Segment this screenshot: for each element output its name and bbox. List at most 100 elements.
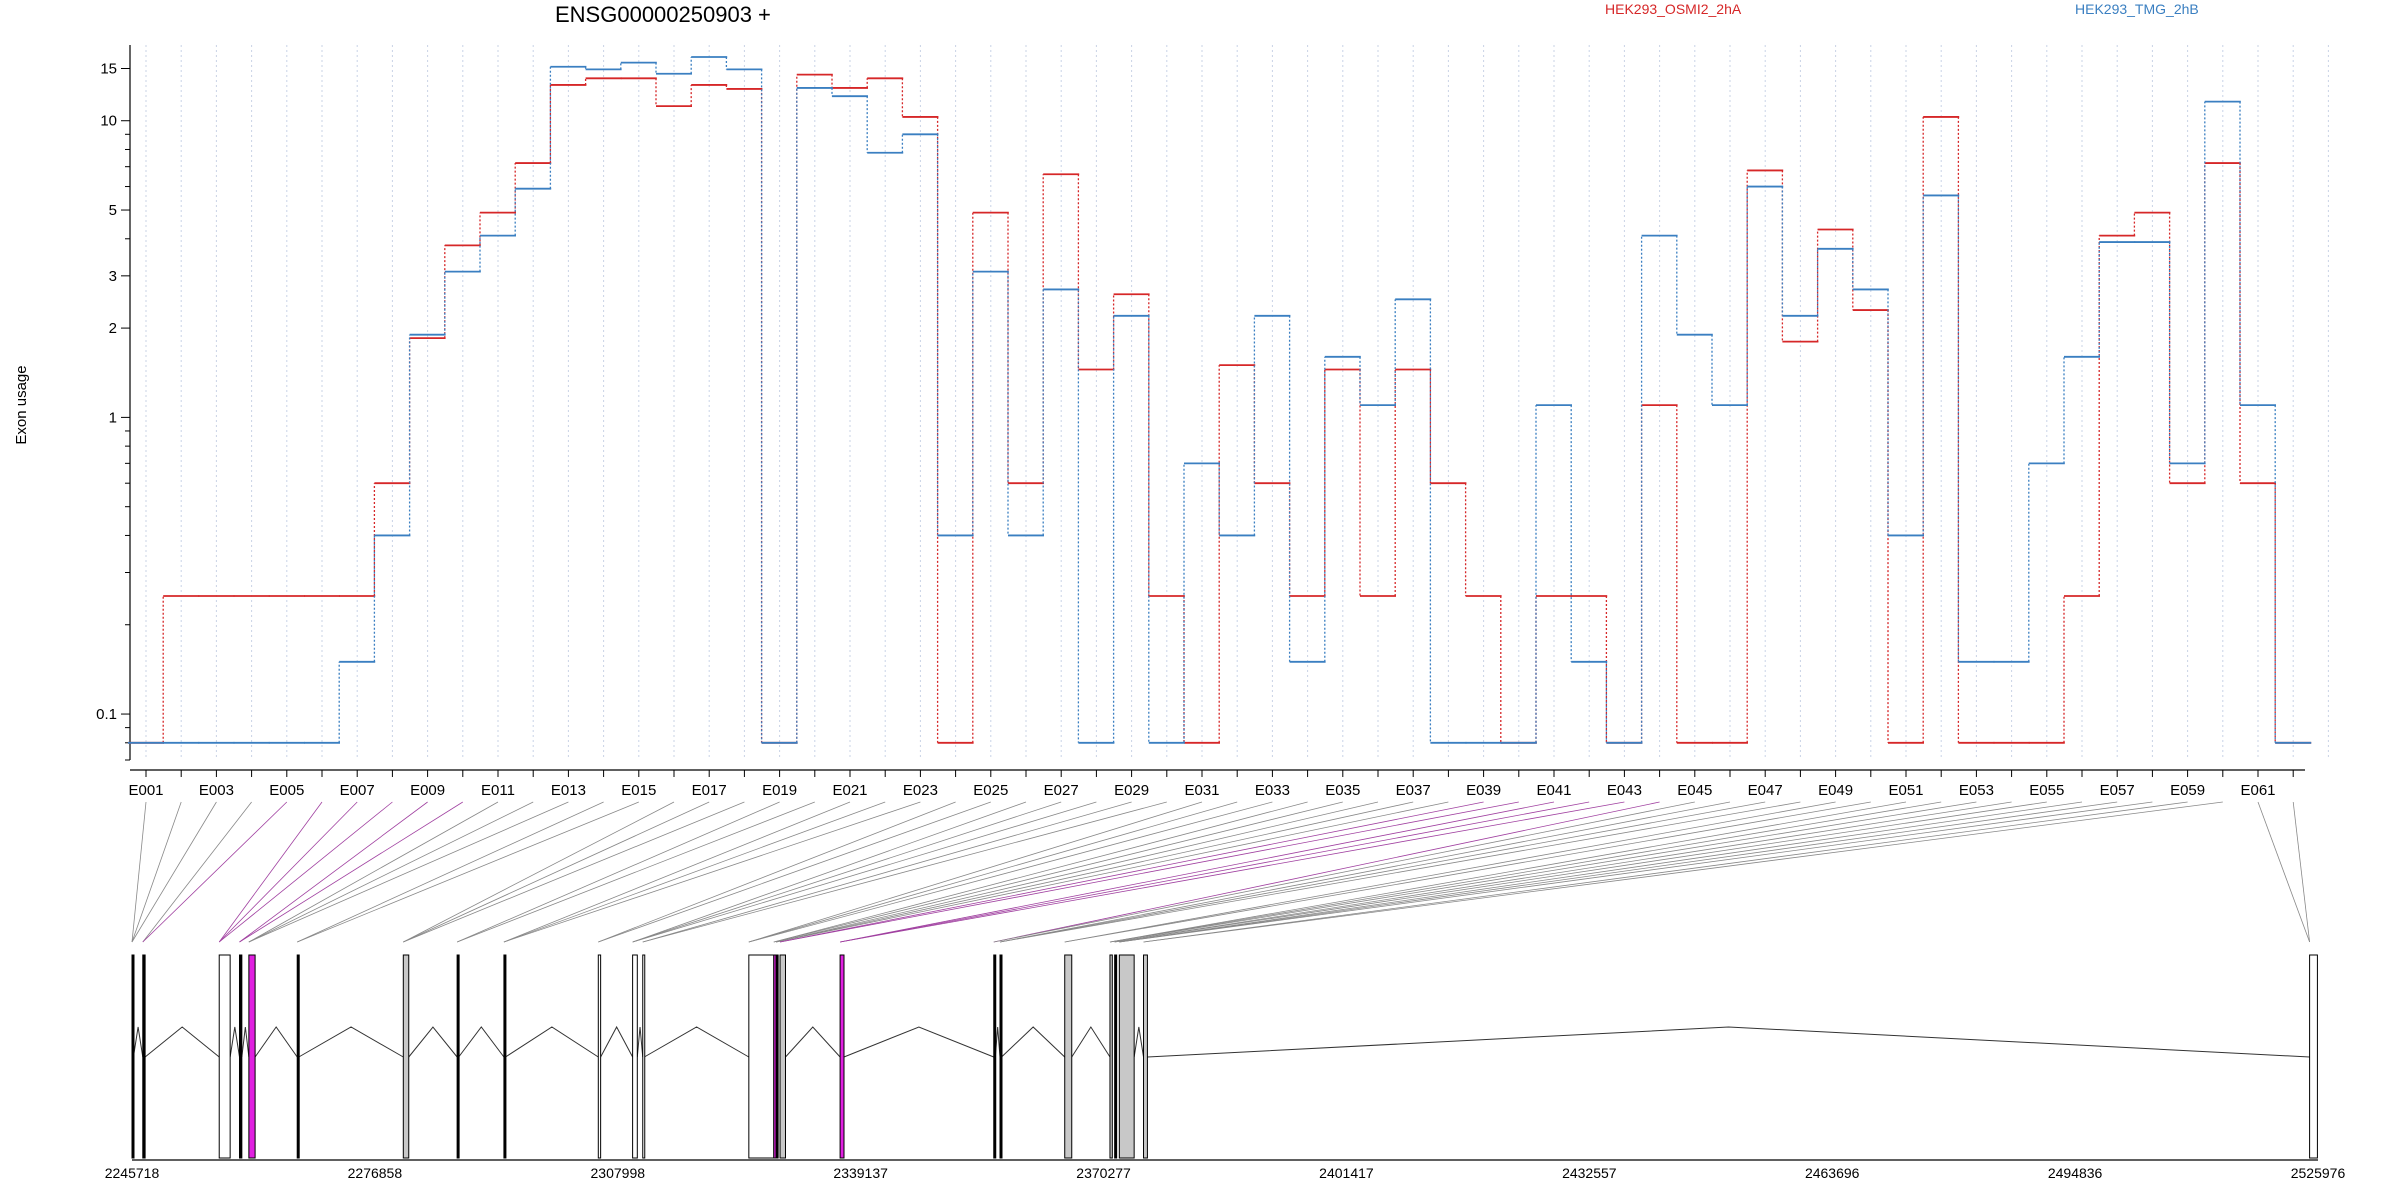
x-tick-label: E029 — [1114, 782, 1149, 799]
y-tick-label: 10 — [100, 113, 117, 130]
exon-connector — [403, 801, 675, 943]
exon-connector — [776, 801, 1414, 943]
exon-connector — [403, 801, 745, 943]
x-tick-label: E023 — [903, 782, 938, 799]
exon-connector — [776, 801, 1449, 943]
y-axis: 0.1 1 2 3 5 10 15 — [96, 45, 131, 761]
exon-box — [142, 954, 146, 1159]
exon-connector — [131, 801, 217, 943]
x-tick-label: E049 — [1818, 782, 1853, 799]
exon-box — [839, 954, 845, 1159]
exon-connector — [1109, 801, 1942, 943]
exon-box — [218, 954, 231, 1159]
exon-box — [456, 954, 460, 1159]
series-connector-line — [338, 56, 2276, 743]
x-tick-label: E043 — [1607, 782, 1642, 799]
exon-box — [642, 954, 646, 1159]
exon-box — [402, 954, 410, 1159]
exon-connector — [2292, 801, 2311, 943]
x-tick-label: E003 — [199, 782, 234, 799]
series-2 — [128, 56, 2312, 744]
x-tick-label: E001 — [128, 782, 163, 799]
coord-label: 2432557 — [1562, 1165, 1617, 1181]
x-tick-label: E035 — [1325, 782, 1360, 799]
y-tick-label: 15 — [100, 60, 117, 77]
x-tick-label: E021 — [832, 782, 867, 799]
exon-box — [775, 954, 779, 1159]
exon-connector — [1114, 801, 2047, 943]
x-tick-label: E061 — [2240, 782, 2275, 799]
gene-model-track — [131, 954, 2318, 1159]
x-tick-label: E041 — [1536, 782, 1571, 799]
x-tick-label: E031 — [1184, 782, 1219, 799]
exon-box — [993, 954, 997, 1159]
exon-box — [2309, 954, 2318, 1159]
x-tick-label: E015 — [621, 782, 656, 799]
coord-label: 2245718 — [105, 1165, 160, 1181]
x-tick-label: E045 — [1677, 782, 1712, 799]
exon-connector — [642, 801, 1132, 943]
x-tick-label: E017 — [692, 782, 727, 799]
exon-connector — [248, 801, 499, 943]
exon-connector — [1109, 801, 1907, 943]
exon-connector — [1119, 801, 2083, 943]
exon-connector — [748, 801, 1203, 943]
exon-connector — [403, 801, 710, 943]
exon-connector — [503, 801, 886, 943]
coord-label: 2276858 — [348, 1165, 403, 1181]
exon-connector — [632, 801, 1062, 943]
exon-box — [1114, 954, 1118, 1159]
exon-box — [1118, 954, 1135, 1159]
y-axis-label: Exon usage — [13, 365, 30, 444]
exon-connector — [248, 801, 569, 943]
coord-label: 2525976 — [2291, 1165, 2346, 1181]
x-tick-label: E057 — [2100, 782, 2135, 799]
exon-box — [748, 954, 775, 1159]
y-tick-label: 1 — [109, 409, 117, 426]
exon-connector — [1064, 801, 1836, 943]
series-connector-line — [162, 74, 2276, 743]
x-tick-label: E033 — [1255, 782, 1290, 799]
x-tick-label: E013 — [551, 782, 586, 799]
x-tick-label: E037 — [1396, 782, 1431, 799]
exon-connector — [598, 801, 991, 943]
exon-connector — [248, 801, 534, 943]
exon-connectors — [131, 801, 2311, 943]
exon-box — [999, 954, 1003, 1159]
exon-box — [131, 954, 135, 1159]
exon-connector — [993, 801, 1660, 943]
exon-box — [779, 954, 786, 1159]
x-tick-label: E055 — [2029, 782, 2064, 799]
exon-box — [503, 954, 507, 1159]
x-tick-label: E051 — [1888, 782, 1923, 799]
exon-box — [296, 954, 300, 1159]
exon-connector — [840, 801, 1625, 943]
x-tick-label: E059 — [2170, 782, 2205, 799]
exon-connector — [840, 801, 1555, 943]
exon-connector — [218, 801, 393, 943]
series-1 — [128, 73, 2312, 744]
exon-box — [248, 954, 256, 1159]
exon-connector — [239, 801, 428, 943]
exon-box — [238, 954, 243, 1159]
legend-entry-osmi2: HEK293_OSMI2_2hA — [1605, 1, 1742, 17]
exon-connector — [779, 801, 1484, 943]
exon-connector — [776, 801, 1379, 943]
legend-entry-tmg: HEK293_TMG_2hB — [2075, 1, 2199, 17]
y-tick-label: 2 — [109, 320, 117, 337]
y-tick-label: 5 — [109, 202, 117, 219]
x-tick-label: E027 — [1044, 782, 1079, 799]
exon-connector — [503, 801, 851, 943]
exon-connector — [840, 801, 1590, 943]
exon-connector — [142, 801, 252, 943]
x-tick-label: E019 — [762, 782, 797, 799]
exon-connector — [999, 801, 1766, 943]
exon-connector — [999, 801, 1801, 943]
exon-connector — [218, 801, 358, 943]
series-lines — [128, 56, 2312, 744]
exon-connector — [456, 801, 780, 943]
coord-label: 2370277 — [1076, 1165, 1131, 1181]
exon-connector — [632, 801, 1027, 943]
exon-connector — [779, 801, 1519, 943]
genomic-coordinate-axis: 2245718 2276858 2307998 2339137 2370277 24014… — [105, 1159, 2346, 1181]
